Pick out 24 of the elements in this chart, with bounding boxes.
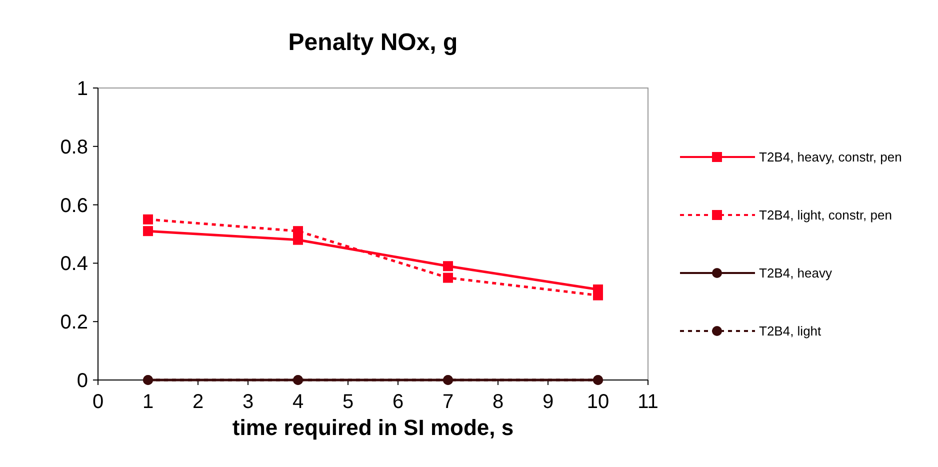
x-tick-label: 3 [242,391,254,413]
x-tick-label: 7 [442,391,454,413]
y-tick-label: 1 [76,78,88,100]
x-tick-label: 8 [492,391,504,413]
x-tick-label: 11 [638,391,658,413]
y-tick-label: 0.2 [60,312,88,334]
x-tick-label: 6 [392,391,404,413]
x-tick-label: 0 [92,391,104,413]
chart-title: Penalty NOx, g [288,29,458,56]
x-tick-label: 1 [142,391,154,413]
text: T2B4, heavy [759,266,832,281]
text: T2B4, light, constr, pen [759,208,892,223]
x-tick-label: 2 [192,391,204,413]
x-axis-title: time required in SI mode, s [232,415,514,440]
x-tick-label: 4 [292,391,304,413]
x-tick-label: 9 [542,391,554,413]
y-tick-label: 0.4 [60,253,88,276]
x-tick-label: 5 [342,391,354,413]
y-tick-label: 0.8 [60,136,88,158]
text: T2B4, heavy, constr, pen [759,150,902,165]
y-tick-label: 0 [76,370,88,392]
text: T2B4, light [759,324,822,339]
y-tick-label: 0.6 [60,194,88,217]
x-tick-label: 10 [586,391,610,413]
